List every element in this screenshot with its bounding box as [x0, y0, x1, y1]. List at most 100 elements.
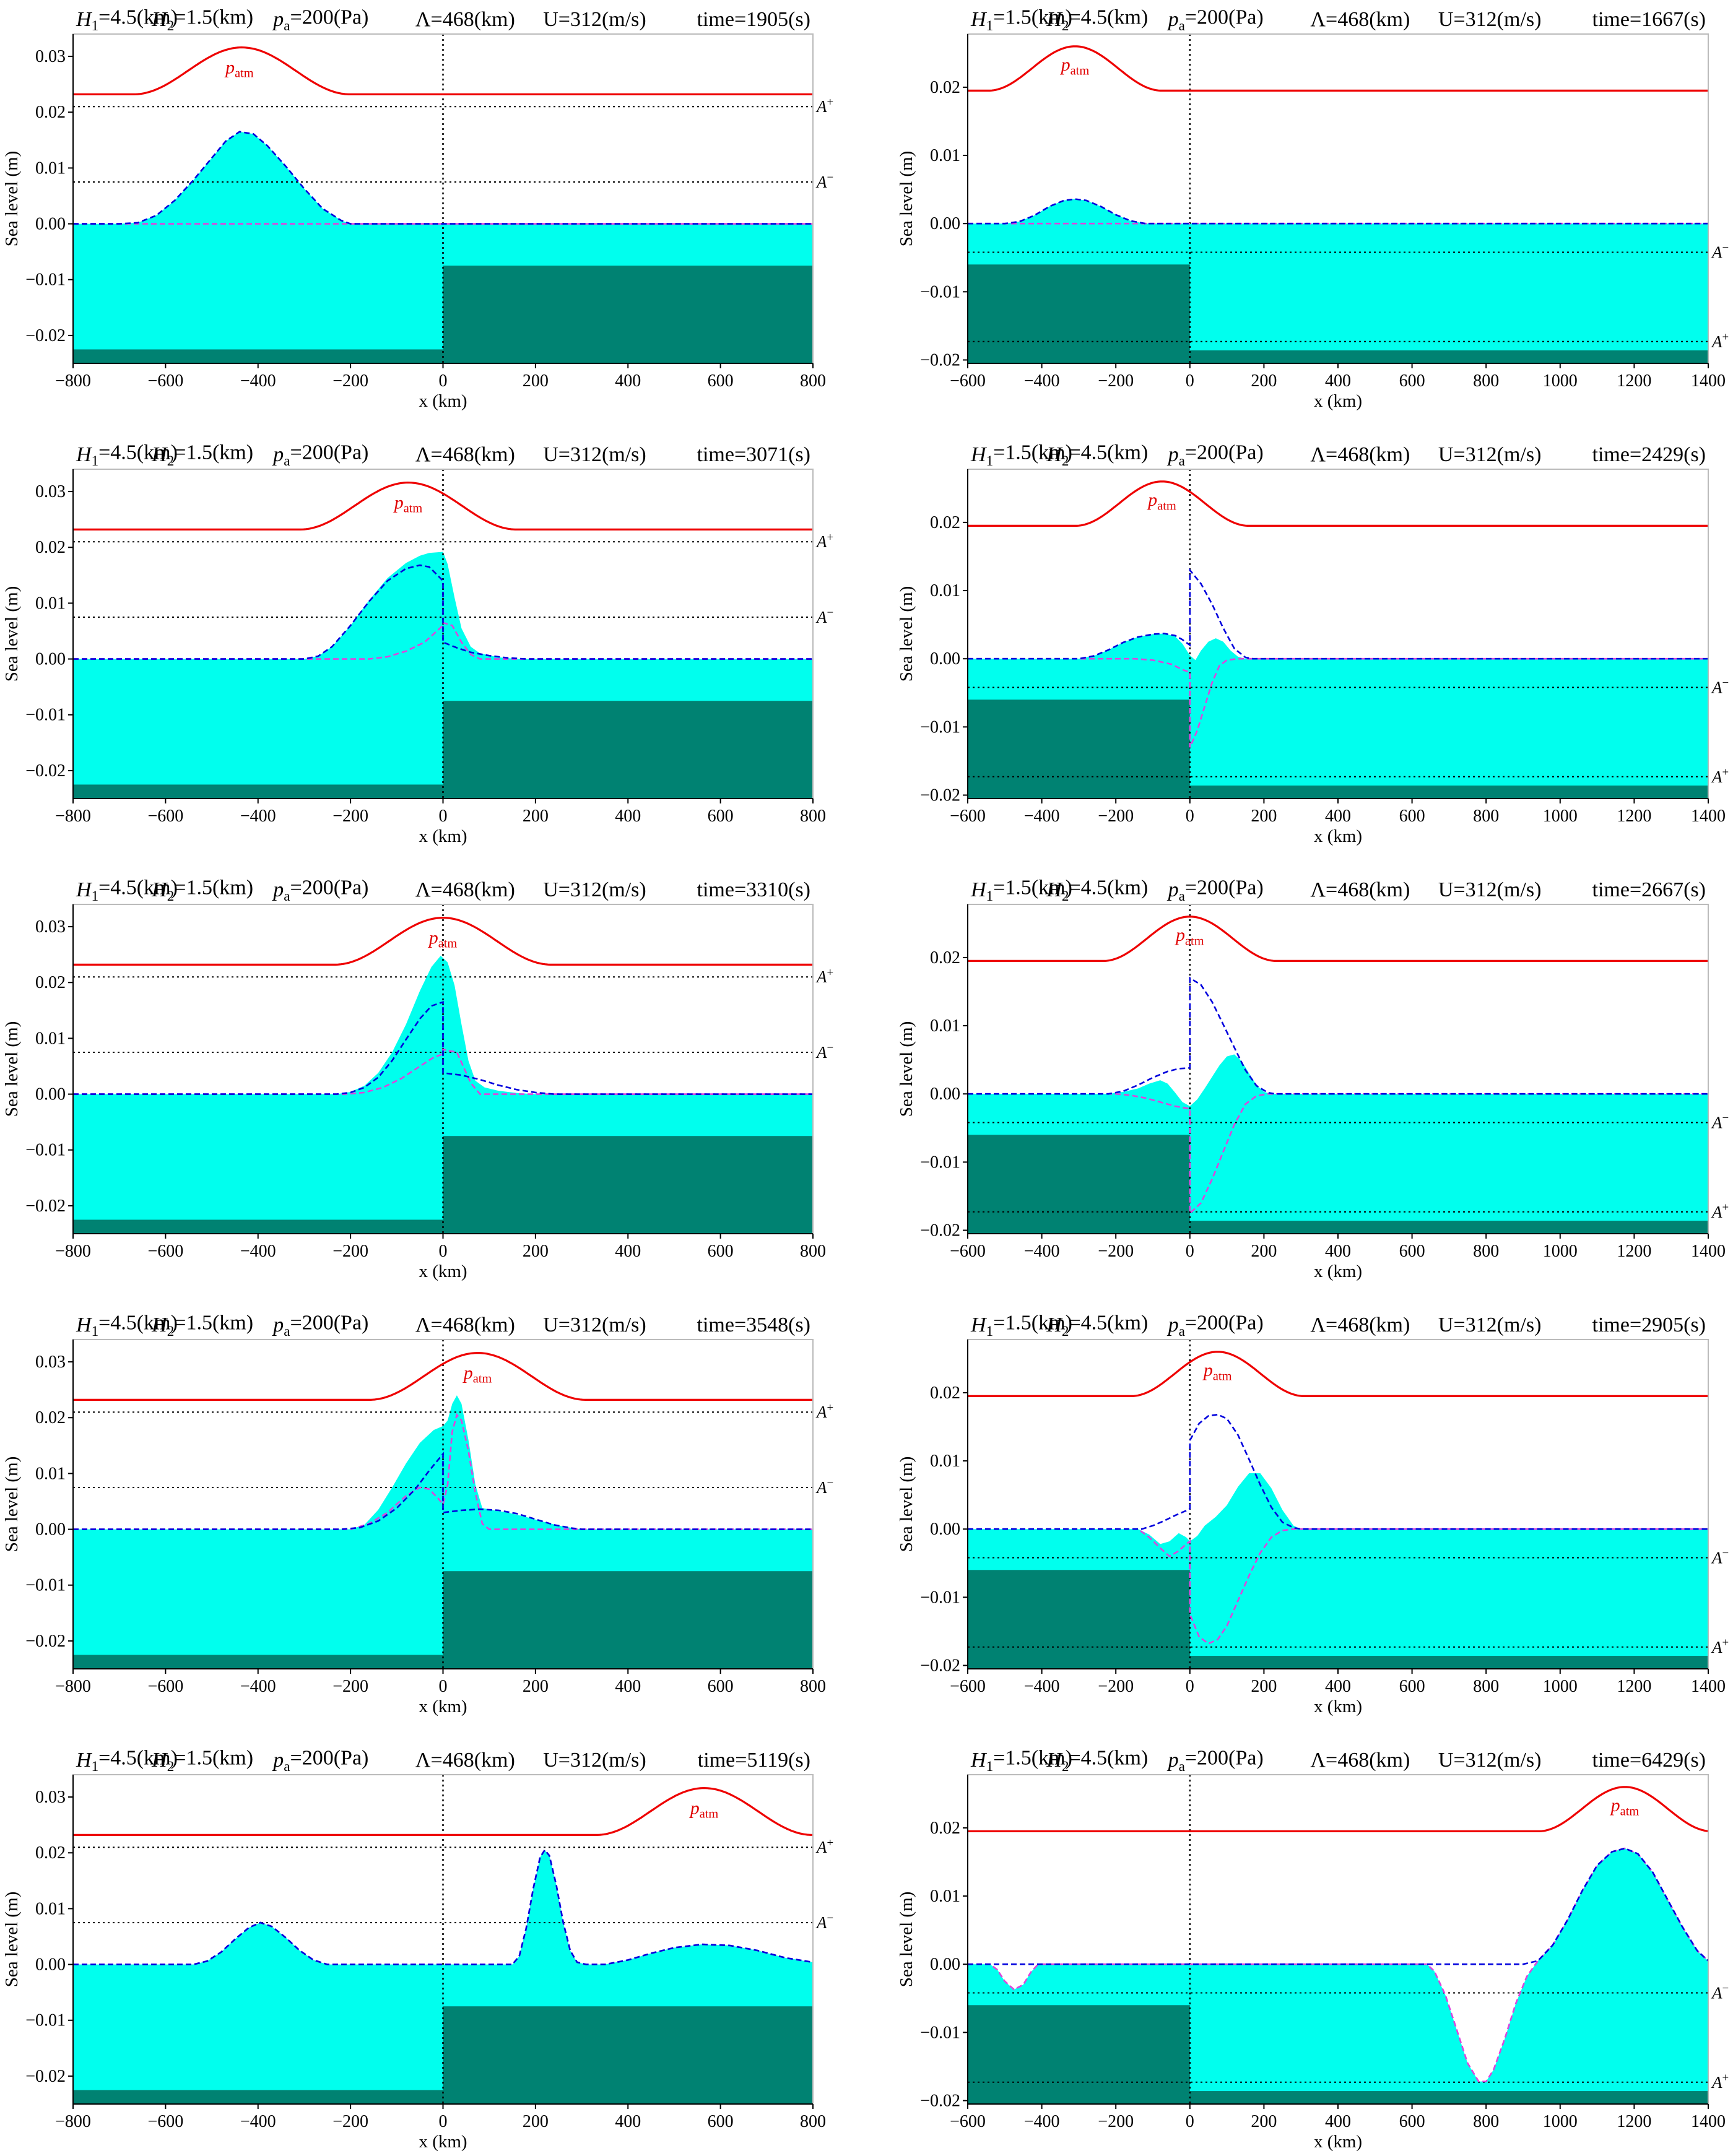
plot-area: [968, 469, 1708, 799]
panel-title-part-5: U=312(m/s): [1438, 1749, 1542, 1772]
pressure-label: patm: [689, 1798, 719, 1820]
x-tick-label: 400: [1325, 1677, 1351, 1696]
x-tick-label: 1000: [1543, 1242, 1578, 1261]
x-tick-label: −400: [1024, 371, 1060, 391]
analytic-line: [968, 657, 1708, 748]
title-var-rest: =4.5(km): [1069, 1312, 1148, 1335]
pressure-label: patm: [393, 492, 423, 515]
reference-label-2: A−: [815, 1912, 833, 1932]
seabed-right: [443, 1571, 813, 1669]
x-tick-label: −600: [147, 1677, 183, 1696]
panel-title-part-6: time=3071(s): [697, 443, 810, 466]
reference-label-sign: +: [1722, 1201, 1729, 1214]
reference-label-1: A−: [1711, 677, 1729, 696]
title-var-sub: a: [284, 453, 290, 469]
x-tick-label: 1000: [1543, 1677, 1578, 1696]
panel-title-part-2: H2=1.5(km): [151, 6, 253, 34]
panel-title-part-3: pa=200(Pa): [272, 6, 368, 34]
reference-label-2: A+: [1711, 331, 1729, 350]
x-axis-label: x (km): [419, 391, 467, 411]
x-tick-label: 0: [1186, 1242, 1194, 1261]
seabed-left: [968, 699, 1190, 799]
pressure-label: patm: [463, 1362, 492, 1385]
x-tick-label: 1200: [1617, 1677, 1651, 1696]
pressure-label: patm: [428, 927, 458, 950]
reference-label-2: A−: [815, 607, 833, 626]
y-axis-label: Sea level (m): [2, 586, 22, 682]
solution-line: [73, 1848, 813, 1965]
panel-title-part-1: H1=4.5(km): [76, 441, 178, 469]
y-axis-label: Sea level (m): [897, 1892, 916, 1988]
x-tick-label: −400: [1024, 2112, 1060, 2131]
x-tick-label: 400: [1325, 2112, 1351, 2131]
title-var-sub: 2: [1062, 18, 1069, 34]
pressure-label: patm: [1202, 1360, 1232, 1383]
title-var-base: p: [272, 1314, 284, 1336]
title-var-base: H: [1046, 1314, 1063, 1336]
x-tick-label: −400: [240, 2112, 276, 2131]
title-var-sub: 1: [92, 453, 99, 469]
x-tick-label: 400: [615, 371, 641, 391]
y-tick-label: 0.03: [35, 1788, 66, 1807]
x-tick-label: −800: [55, 807, 91, 826]
reference-label-1: A−: [1711, 241, 1729, 261]
pressure-label-sub: atm: [700, 1807, 719, 1820]
title-var-rest: =1.5(km): [174, 1312, 253, 1335]
title-var-base: H: [970, 8, 988, 31]
title-var-rest: =4.5(km): [1069, 877, 1148, 899]
reference-label-1: A+: [815, 531, 833, 551]
panel-title-part-5: U=312(m/s): [543, 1314, 646, 1336]
y-tick-label: 0.00: [35, 1955, 66, 1975]
y-tick-label: −0.02: [25, 1197, 66, 1216]
x-axis-label: x (km): [1314, 2132, 1362, 2152]
title-var-sub: a: [1179, 18, 1185, 34]
panel-title-part-2: H2=1.5(km): [151, 877, 253, 904]
title-var-rest: =200(Pa): [290, 441, 369, 464]
title-var-sub: a: [284, 1759, 290, 1775]
x-axis-label: x (km): [419, 1262, 467, 1281]
panel-title-part-6: time=3548(s): [697, 1314, 810, 1336]
x-tick-label: 800: [1473, 1242, 1499, 1261]
panel-title-part-4: Λ=468(km): [415, 1749, 515, 1772]
analytic-line: [968, 1528, 1708, 1645]
title-var-base: p: [272, 8, 284, 31]
pressure-label: patm: [1610, 1795, 1640, 1818]
y-tick-label: 0.02: [930, 78, 960, 97]
pressure-label-base: p: [428, 927, 438, 948]
title-var-rest: =200(Pa): [1185, 1747, 1264, 1770]
x-tick-label: 800: [1473, 2112, 1499, 2131]
reference-label-sign: −: [1722, 677, 1729, 690]
title-var-base: p: [1167, 878, 1179, 901]
y-tick-label: −0.02: [920, 350, 960, 370]
x-tick-label: −200: [1098, 371, 1134, 391]
y-tick-label: 0.01: [930, 581, 960, 600]
title-var-sub: 1: [986, 453, 994, 469]
panel-title-part-6: time=2905(s): [1592, 1314, 1706, 1336]
y-tick-label: −0.01: [920, 717, 960, 737]
reference-label-2: A+: [1711, 766, 1729, 786]
x-tick-label: 600: [1399, 807, 1425, 826]
y-tick-label: 0.01: [930, 1452, 960, 1471]
title-var-sub: 1: [986, 1759, 994, 1775]
x-axis-label: x (km): [419, 2132, 467, 2152]
pressure-label-sub: atm: [473, 1372, 492, 1385]
title-var-base: p: [1167, 1314, 1179, 1336]
y-tick-label: 0.01: [930, 1016, 960, 1036]
title-var-rest: =4.5(km): [98, 6, 178, 29]
x-tick-label: −400: [1024, 1242, 1060, 1261]
x-tick-label: −200: [1098, 2112, 1134, 2131]
pressure-label: patm: [1175, 925, 1204, 948]
x-tick-label: −200: [1098, 1677, 1134, 1696]
reference-label-sign: +: [827, 531, 834, 544]
reference-label-1: A+: [815, 1401, 833, 1421]
title-var-rest: =4.5(km): [1069, 6, 1148, 29]
x-tick-label: −400: [240, 371, 276, 391]
reference-label-2: A−: [815, 1477, 833, 1497]
panel-title-part-2: H2=4.5(km): [1046, 877, 1148, 904]
x-tick-label: 0: [439, 807, 448, 826]
title-var-base: H: [151, 443, 168, 466]
title-var-base: p: [1167, 1749, 1179, 1772]
y-tick-label: 0.02: [930, 513, 960, 532]
